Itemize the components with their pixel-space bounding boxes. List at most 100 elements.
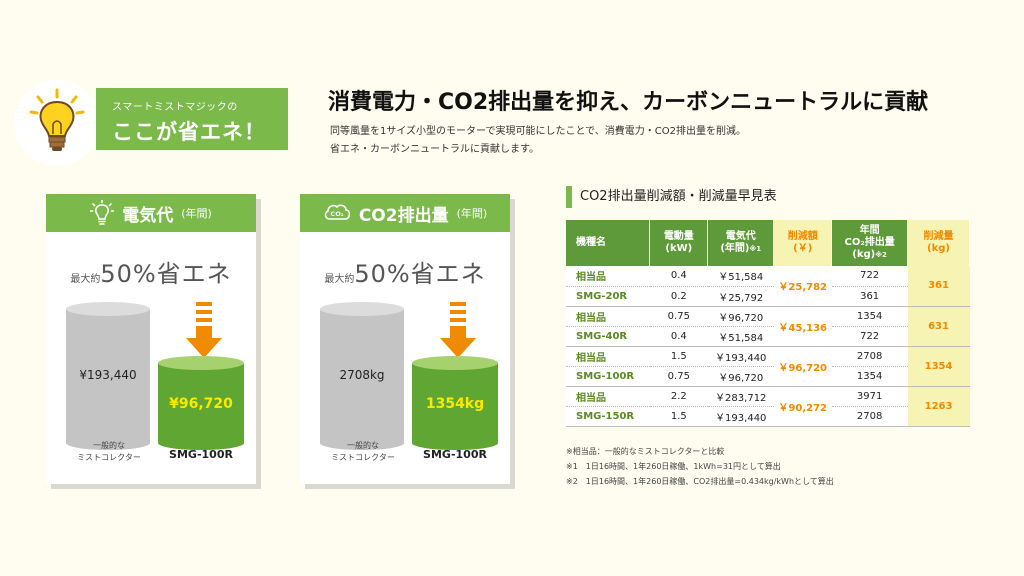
col-reduce-qty: 削減量 (kg) xyxy=(907,220,970,266)
badge-title: ここが省エネ！ xyxy=(112,120,266,144)
caption-line: 一般的な xyxy=(347,441,379,450)
conventional-caption: 一般的な ミストコレクター xyxy=(70,440,148,464)
header-note: ※2 xyxy=(875,251,887,259)
cell-kw: 0.4 xyxy=(649,326,708,347)
conventional-cylinder: ¥193,440 xyxy=(66,302,150,450)
cell-model: 相当品 xyxy=(566,346,650,367)
cell-reduce-amount: ￥45,136 xyxy=(773,306,832,347)
table-row: 相当品 0.4 ￥51,584 ￥25,782 722 361 xyxy=(566,266,970,307)
card-header: CO₂ CO2排出量 (年間) xyxy=(300,194,510,232)
cell-co2: 1354 xyxy=(831,306,908,327)
cell-model: 相当品 xyxy=(566,266,650,287)
description-line: 省エネ・カーボンニュートラルに貢献します。 xyxy=(330,144,539,155)
reduction-table: 機種名 電動量 (kW) 電気代 (年間)※1 削減額 (￥) 年間 CO₂排出量 (kg… xyxy=(566,220,970,427)
description-line: 同等風量を1サイズ小型のモーターで実現可能にしたことで、消費電力・CO2排出量を… xyxy=(330,126,746,137)
col-reduce-amount: 削減額 (￥) xyxy=(773,220,833,266)
cell-cost: ￥51,584 xyxy=(707,326,774,347)
savings-prefix: 最大約 xyxy=(324,274,355,285)
cell-co2: 3971 xyxy=(831,386,908,407)
page-headline: 消費電力・CO2排出量を抑え、カーボンニュートラルに貢献 xyxy=(328,90,929,115)
header-note: ※1 xyxy=(749,245,762,253)
col-cost: 電気代 (年間)※1 xyxy=(707,220,775,266)
cell-model: SMG-20R xyxy=(566,286,650,307)
table-row: SMG-20R 0.2 ￥25,792 361 xyxy=(566,286,970,307)
savings-label: 最大約50%省エネ xyxy=(300,254,510,289)
conventional-value: ¥193,440 xyxy=(79,368,137,382)
header-line: (￥) xyxy=(793,243,813,254)
footnote: ※相当品：一般的なミストコレクターと比較 xyxy=(566,447,725,456)
table-row: SMG-40R 0.4 ￥51,584 722 xyxy=(566,326,970,347)
cell-cost: ￥193,440 xyxy=(707,346,774,367)
footnote: ※2 1日16時間、1年260日稼働、CO2排出量=0.434kg/kWhとして… xyxy=(566,477,834,486)
header-line: CO₂排出量 xyxy=(844,237,895,248)
cell-cost: ￥193,440 xyxy=(707,406,774,427)
cell-model: SMG-100R xyxy=(566,366,650,387)
conventional-cylinder: 2708kg xyxy=(320,302,404,450)
col-co2: 年間 CO₂排出量 (kg)※2 xyxy=(831,220,909,266)
cell-cost: ￥96,720 xyxy=(707,306,774,327)
cell-model: 相当品 xyxy=(566,386,650,407)
caption-line: ミストコレクター xyxy=(331,453,395,462)
savings-percent: 50%省エネ xyxy=(354,260,486,288)
table-row: 相当品 2.2 ￥283,712 ￥90,272 3971 1263 xyxy=(566,386,970,427)
card-subtitle: (年間) xyxy=(456,207,488,220)
smg-cylinder: 1354kg xyxy=(412,356,498,450)
down-arrow-icon xyxy=(186,302,222,358)
smg-cylinder: ¥96,720 xyxy=(158,356,244,450)
smg-caption: SMG-100R xyxy=(169,448,233,461)
caption-line: 一般的な xyxy=(93,441,125,450)
header-line: 電気代 xyxy=(725,231,756,242)
col-power: 電動量 (kW) xyxy=(649,220,709,266)
footnote: ※1 1日16時間、1年260日稼働、1kWh=31円として算出 xyxy=(566,462,781,471)
header-line: 電動量 xyxy=(663,231,694,242)
cell-kw: 0.2 xyxy=(649,286,708,307)
caption-line: ミストコレクター xyxy=(77,453,141,462)
card-subtitle: (年間) xyxy=(181,207,212,220)
lightbulb-icon xyxy=(29,88,85,151)
savings-percent: 50%省エネ xyxy=(100,260,232,288)
cell-reduce-qty: 1263 xyxy=(907,386,970,427)
co2-emission-card: CO₂ CO2排出量 (年間) 最大約50%省エネ 2708kg 1354kg … xyxy=(300,194,510,484)
cell-kw: 1.5 xyxy=(649,346,708,367)
cell-reduce-amount: ￥25,782 xyxy=(773,266,832,307)
header-line: 削減額 xyxy=(787,231,818,242)
col-model: 機種名 xyxy=(566,220,651,266)
cell-co2: 361 xyxy=(831,286,908,307)
cell-cost: ￥25,792 xyxy=(707,286,774,307)
cell-cost: ￥51,584 xyxy=(707,266,774,287)
card-header: 電気代 (年間) xyxy=(46,194,256,232)
header-line: 年間 xyxy=(859,225,880,236)
footnotes: ※相当品：一般的なミストコレクターと比較 ※1 1日16時間、1年260日稼働、… xyxy=(566,444,834,489)
co2-cloud-icon: CO₂ xyxy=(324,204,350,220)
smg-value: ¥96,720 xyxy=(169,396,233,412)
cell-co2: 722 xyxy=(831,266,908,287)
cell-cost: ￥96,720 xyxy=(707,366,774,387)
table-header-row: 機種名 電動量 (kW) 電気代 (年間)※1 削減額 (￥) 年間 CO₂排出量 (kg… xyxy=(566,220,970,266)
table-row: 相当品 1.5 ￥193,440 ￥96,720 2708 1354 xyxy=(566,346,970,387)
savings-prefix: 最大約 xyxy=(70,274,101,285)
cell-reduce-qty: 1354 xyxy=(907,346,970,387)
svg-text:CO₂: CO₂ xyxy=(330,210,343,218)
electricity-cost-card: 電気代 (年間) 最大約50%省エネ ¥193,440 ¥96,720 一般的な… xyxy=(46,194,256,484)
smg-caption: SMG-100R xyxy=(423,448,487,461)
cell-kw: 0.75 xyxy=(649,366,708,387)
cell-reduce-amount: ￥96,720 xyxy=(773,346,832,387)
cell-reduce-qty: 631 xyxy=(907,306,970,347)
header-line: (kg) xyxy=(852,249,876,260)
conventional-value: 2708kg xyxy=(339,368,385,382)
conventional-caption: 一般的な ミストコレクター xyxy=(324,440,402,464)
cell-kw: 1.5 xyxy=(649,406,708,427)
cell-cost: ￥283,712 xyxy=(707,386,774,407)
cell-model: SMG-150R xyxy=(566,406,650,427)
table-row: SMG-100R 0.75 ￥96,720 1354 xyxy=(566,366,970,387)
lightbulb-icon xyxy=(90,200,115,225)
savings-label: 最大約50%省エネ xyxy=(46,254,256,289)
cell-kw: 0.75 xyxy=(649,306,708,327)
table-row: SMG-150R 1.5 ￥193,440 2708 xyxy=(566,406,970,427)
cell-co2: 2708 xyxy=(831,406,908,427)
cell-kw: 2.2 xyxy=(649,386,708,407)
table-title: CO2排出量削減額・削減量早見表 xyxy=(566,186,777,208)
eco-badge: スマートミストマジックの ここが省エネ！ xyxy=(96,88,288,150)
smg-value: 1354kg xyxy=(425,396,485,412)
badge-subtitle: スマートミストマジックの xyxy=(112,102,238,113)
